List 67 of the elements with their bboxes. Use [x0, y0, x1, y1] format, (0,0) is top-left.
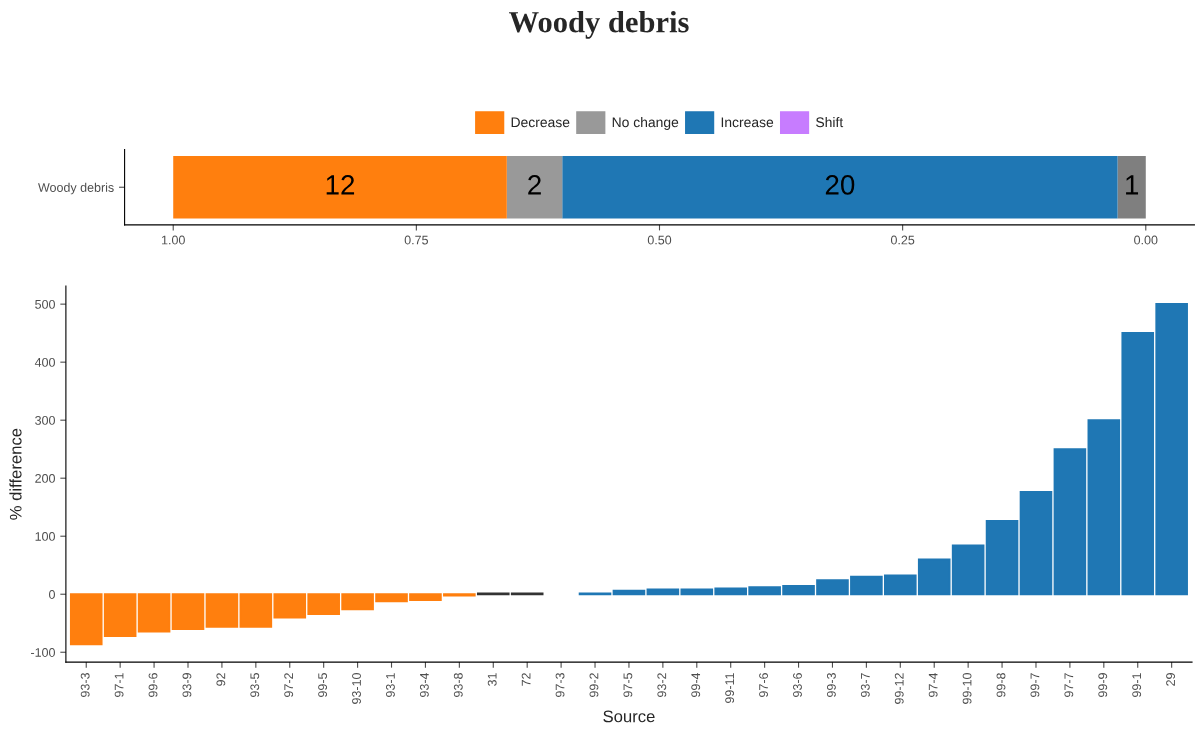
- x-tick-label: 0.50: [647, 235, 672, 245]
- y-tick-label: 0: [49, 590, 55, 599]
- legend-label: Decrease: [511, 117, 570, 128]
- x-tick-label: 99-9: [1098, 673, 1108, 697]
- x-tick-label: 97-4: [928, 672, 938, 697]
- chart-title: Woody debris: [509, 10, 689, 39]
- x-tick-label: 93-5: [250, 673, 260, 697]
- x-tick-label: 99-10: [962, 673, 972, 704]
- x-tick-label: 99-12: [894, 673, 904, 704]
- x-tick-label: 93-4: [419, 672, 429, 697]
- x-axis-title: Source: [603, 710, 655, 723]
- x-tick-label: 92: [216, 673, 226, 686]
- x-tick-label: 0.00: [1134, 235, 1158, 245]
- x-tick-label: 0.75: [404, 235, 428, 245]
- y-tick-label: -100: [31, 648, 55, 657]
- bar: [985, 520, 1019, 596]
- legend-label: Increase: [721, 117, 774, 128]
- y-tick-label: 300: [35, 415, 55, 425]
- bar: [612, 589, 646, 596]
- bar: [506, 155, 563, 219]
- bar: [137, 593, 171, 633]
- x-tick-label: 29: [1166, 673, 1176, 686]
- x-tick-label: 99-8: [996, 673, 1006, 697]
- annotation: 1: [1126, 175, 1139, 195]
- y-tick-label: 500: [35, 299, 55, 309]
- x-tick-label: 0.25: [890, 235, 915, 245]
- y-tick-label: Woody debris: [38, 182, 114, 195]
- bar: [1117, 155, 1146, 219]
- x-tick-label: 99-11: [725, 673, 735, 703]
- x-tick-label: 93-1: [386, 673, 395, 697]
- x-tick-label: 97-1: [114, 673, 124, 697]
- annotation: 20: [825, 175, 855, 195]
- bar: [171, 593, 205, 631]
- x-tick-label: 99-6: [148, 673, 158, 697]
- annotation: 2: [528, 175, 541, 195]
- annotation: 12: [326, 175, 355, 195]
- y-tick-label: 400: [34, 357, 55, 367]
- x-tick-label: 1.00: [162, 235, 185, 245]
- x-tick-label: 99-5: [318, 673, 328, 697]
- legend-label: Shift: [816, 117, 844, 128]
- y-tick-label: 200: [35, 474, 55, 483]
- x-tick-label: 99-2: [589, 673, 599, 697]
- x-tick-label: 97-6: [759, 673, 768, 697]
- x-tick-label: 93-2: [657, 673, 667, 697]
- x-tick-label: 99-3: [826, 673, 836, 697]
- x-tick-label: 93-8: [453, 673, 463, 697]
- x-tick-label: 97-5: [623, 673, 633, 697]
- x-tick-label: 97-2: [284, 673, 294, 697]
- legend-label: No change: [612, 117, 679, 130]
- y-tick-label: 100: [35, 532, 55, 541]
- bar: [1053, 448, 1087, 596]
- x-tick-label: 31: [487, 673, 497, 686]
- bar: [205, 593, 239, 628]
- x-tick-label: 99-7: [1030, 673, 1040, 697]
- x-tick-label: 93-10: [352, 673, 361, 704]
- x-tick-label: 93-3: [80, 673, 90, 697]
- x-tick-label: 93-9: [182, 673, 192, 697]
- x-tick-label: 97-7: [1064, 673, 1074, 697]
- y-axis-title: % difference: [9, 428, 22, 520]
- bar: [1019, 491, 1053, 596]
- x-tick-label: 93-7: [860, 673, 870, 697]
- x-tick-label: 99-4: [691, 672, 701, 697]
- bar: [173, 155, 507, 219]
- x-tick-label: 93-6: [793, 673, 802, 697]
- x-tick-label: 72: [521, 673, 531, 686]
- x-tick-label: 99-1: [1132, 673, 1142, 697]
- x-tick-label: 97-3: [555, 673, 565, 697]
